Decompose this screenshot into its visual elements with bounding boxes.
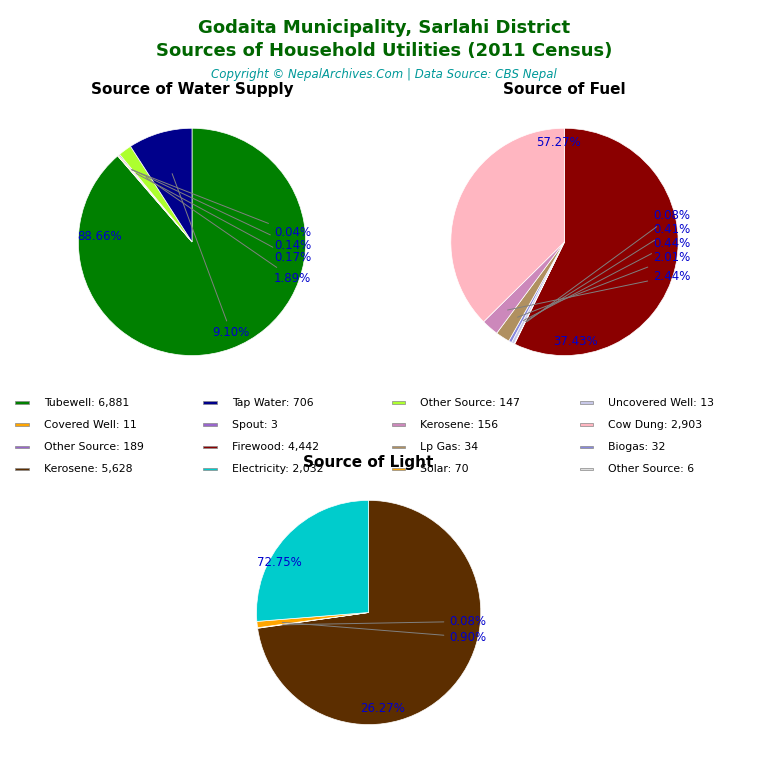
Text: Tubewell: 6,881: Tubewell: 6,881 — [44, 398, 129, 408]
Bar — [392, 423, 405, 426]
Text: Covered Well: 11: Covered Well: 11 — [44, 420, 137, 430]
Title: Source of Water Supply: Source of Water Supply — [91, 82, 293, 98]
Bar — [204, 423, 217, 426]
Text: Godaita Municipality, Sarlahi District: Godaita Municipality, Sarlahi District — [198, 19, 570, 37]
Text: 37.43%: 37.43% — [554, 335, 598, 348]
Bar — [580, 402, 593, 404]
Wedge shape — [508, 242, 564, 343]
Text: Spout: 3: Spout: 3 — [232, 420, 278, 430]
Text: Electricity: 2,032: Electricity: 2,032 — [232, 464, 323, 474]
Text: 57.27%: 57.27% — [536, 136, 581, 149]
Text: 88.66%: 88.66% — [77, 230, 121, 243]
Bar — [15, 468, 28, 470]
Bar — [392, 468, 405, 470]
Text: 0.08%: 0.08% — [527, 209, 690, 322]
Wedge shape — [257, 613, 369, 627]
Wedge shape — [257, 613, 369, 628]
Wedge shape — [118, 155, 192, 242]
Text: Copyright © NepalArchives.Com | Data Source: CBS Nepal: Copyright © NepalArchives.Com | Data Sou… — [211, 68, 557, 81]
Text: Cow Dung: 2,903: Cow Dung: 2,903 — [608, 420, 703, 430]
Text: Other Source: 147: Other Source: 147 — [420, 398, 520, 408]
Wedge shape — [119, 154, 192, 242]
Text: 0.17%: 0.17% — [136, 174, 311, 264]
Bar — [15, 423, 28, 426]
Text: 26.27%: 26.27% — [359, 702, 405, 715]
Text: 2.44%: 2.44% — [508, 270, 690, 310]
Wedge shape — [511, 242, 564, 344]
Bar — [204, 468, 217, 470]
Text: Other Source: 6: Other Source: 6 — [608, 464, 694, 474]
Title: Source of Fuel: Source of Fuel — [503, 82, 626, 98]
Bar — [204, 445, 217, 449]
Bar — [580, 423, 593, 426]
Text: 0.44%: 0.44% — [524, 237, 690, 320]
Bar — [580, 468, 593, 470]
Wedge shape — [120, 147, 192, 242]
Wedge shape — [484, 242, 564, 333]
Text: Kerosene: 5,628: Kerosene: 5,628 — [44, 464, 132, 474]
Text: Kerosene: 156: Kerosene: 156 — [420, 420, 498, 430]
Wedge shape — [118, 156, 192, 242]
Text: 0.08%: 0.08% — [283, 615, 486, 628]
Wedge shape — [515, 128, 678, 356]
Text: 1.89%: 1.89% — [146, 177, 311, 285]
Bar — [204, 402, 217, 404]
Text: 0.14%: 0.14% — [132, 170, 311, 252]
Bar — [392, 445, 405, 449]
Wedge shape — [497, 242, 564, 341]
Bar — [15, 445, 28, 449]
Text: 0.41%: 0.41% — [525, 223, 690, 322]
Wedge shape — [78, 128, 306, 356]
Text: Biogas: 32: Biogas: 32 — [608, 442, 666, 452]
Text: Uncovered Well: 13: Uncovered Well: 13 — [608, 398, 714, 408]
Text: 0.90%: 0.90% — [282, 622, 486, 644]
Wedge shape — [257, 501, 481, 724]
Text: Sources of Household Utilities (2011 Census): Sources of Household Utilities (2011 Cen… — [156, 42, 612, 60]
Title: Source of Light: Source of Light — [303, 455, 434, 470]
Text: Solar: 70: Solar: 70 — [420, 464, 468, 474]
Text: 0.04%: 0.04% — [131, 170, 311, 240]
Text: Firewood: 4,442: Firewood: 4,442 — [232, 442, 319, 452]
Text: 72.75%: 72.75% — [257, 555, 301, 568]
Text: Tap Water: 706: Tap Water: 706 — [232, 398, 313, 408]
Wedge shape — [514, 242, 564, 344]
Wedge shape — [257, 501, 369, 621]
Text: 9.10%: 9.10% — [172, 174, 250, 339]
Text: Other Source: 189: Other Source: 189 — [44, 442, 144, 452]
Wedge shape — [451, 128, 564, 322]
Bar — [580, 445, 593, 449]
Bar — [15, 402, 28, 404]
Bar — [392, 402, 405, 404]
Text: Lp Gas: 34: Lp Gas: 34 — [420, 442, 478, 452]
Wedge shape — [131, 128, 192, 242]
Text: 2.01%: 2.01% — [518, 251, 690, 317]
